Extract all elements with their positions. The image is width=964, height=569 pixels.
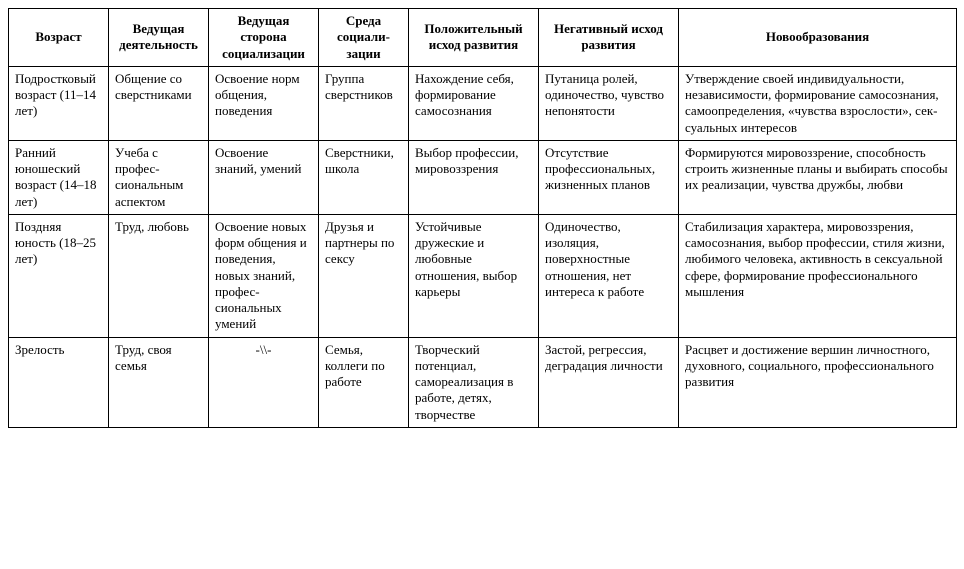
cell-age: Зрелость (9, 337, 109, 427)
cell-negative: Отсутствие профессиональ­ных, жизненных … (539, 140, 679, 214)
cell-age: Ранний юношеский возраст (14–18 лет) (9, 140, 109, 214)
cell-social-side: Освоение норм общения, поведения (209, 66, 319, 140)
cell-positive: Нахождение себя, формиро­вание самосоз­н… (409, 66, 539, 140)
cell-neoformations: Расцвет и достижение вершин личностного,… (679, 337, 957, 427)
cell-negative: Путаница ролей, одиноче­ство, чувство не… (539, 66, 679, 140)
cell-environment: Сверст­ники, школа (319, 140, 409, 214)
cell-age: Подростко­вый возраст (11–14 лет) (9, 66, 109, 140)
cell-positive: Выбор профессии, мировоззрения (409, 140, 539, 214)
col-positive: Положитель­ный исход развития (409, 9, 539, 67)
col-activity: Ведущая деятель­ность (109, 9, 209, 67)
table-row: Подростко­вый возраст (11–14 лет) Общени… (9, 66, 957, 140)
table-row: Поздняя юность (18–25 лет) Труд, любовь … (9, 214, 957, 337)
cell-social-side: Освоение новых форм общения и поведения,… (209, 214, 319, 337)
col-age: Возраст (9, 9, 109, 67)
cell-environment: Группа сверстни­ков (319, 66, 409, 140)
col-negative: Негативный исход развития (539, 9, 679, 67)
cell-age: Поздняя юность (18–25 лет) (9, 214, 109, 337)
col-neoformations: Новообразования (679, 9, 957, 67)
col-environment: Среда социали­зации (319, 9, 409, 67)
col-social-side: Ведущая сторона социализа­ции (209, 9, 319, 67)
table-row: Ранний юношеский возраст (14–18 лет) Уче… (9, 140, 957, 214)
cell-neoformations: Формируются мировоззре­ние, способность … (679, 140, 957, 214)
cell-negative: Застой, регрес­сия, деградация личности (539, 337, 679, 427)
cell-environment: Друзья и партне­ры по сексу (319, 214, 409, 337)
cell-activity: Труд, своя семья (109, 337, 209, 427)
cell-activity: Учеба с профес­сиональным аспектом (109, 140, 209, 214)
cell-activity: Общение со сверст­никами (109, 66, 209, 140)
cell-social-side: -\\- (209, 337, 319, 427)
cell-neoformations: Стабилизация характера, мировоззрения, с… (679, 214, 957, 337)
cell-activity: Труд, любовь (109, 214, 209, 337)
cell-positive: Творческий потенциал, самореализация в р… (409, 337, 539, 427)
cell-social-side: Освоение знаний, умений (209, 140, 319, 214)
cell-neoformations: Утверждение своей инди­видуальности, нез… (679, 66, 957, 140)
table-row: Зрелость Труд, своя семья -\\- Семья, ко… (9, 337, 957, 427)
cell-negative: Одиночество, изоляция, поверхностные отн… (539, 214, 679, 337)
table-header-row: Возраст Ведущая деятель­ность Ведущая ст… (9, 9, 957, 67)
age-stages-table: Возраст Ведущая деятель­ность Ведущая ст… (8, 8, 957, 428)
cell-environment: Семья, коллеги по работе (319, 337, 409, 427)
cell-positive: Устойчивые дружеские и любовные отношени… (409, 214, 539, 337)
